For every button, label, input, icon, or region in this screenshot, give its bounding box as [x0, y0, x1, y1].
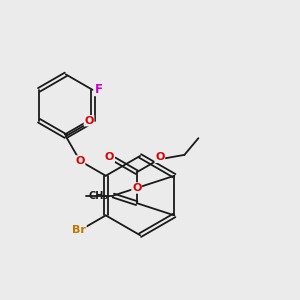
- Text: O: O: [105, 152, 114, 162]
- Text: O: O: [132, 183, 141, 193]
- Text: CH₃: CH₃: [89, 190, 108, 201]
- Text: O: O: [75, 156, 85, 166]
- Text: F: F: [94, 82, 103, 95]
- Text: Br: Br: [72, 225, 86, 236]
- Text: O: O: [84, 116, 94, 126]
- Text: O: O: [155, 152, 164, 162]
